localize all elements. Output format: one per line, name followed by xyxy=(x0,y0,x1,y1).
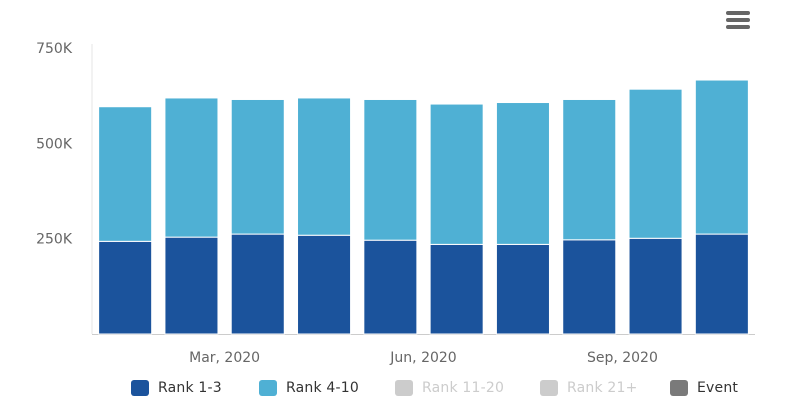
legend-swatch xyxy=(259,380,277,396)
bar-rank-1-3 xyxy=(694,233,749,335)
x-tick-label: Mar, 2020 xyxy=(189,350,260,366)
legend-label: Rank 11-20 xyxy=(422,380,505,396)
legend-swatch xyxy=(670,380,688,396)
bar-rank-4-10 xyxy=(98,106,153,242)
bar-rank-1-3 xyxy=(562,239,617,335)
bar-rank-4-10 xyxy=(230,98,285,235)
bar-rank-4-10 xyxy=(297,97,352,236)
legend-swatch xyxy=(131,380,149,396)
hamburger-menu-icon[interactable] xyxy=(724,8,754,34)
bar-rank-1-3 xyxy=(98,240,153,335)
legend-item[interactable]: Event xyxy=(670,378,738,398)
bar-rank-1-3 xyxy=(495,243,550,335)
bar-rank-4-10 xyxy=(429,103,484,245)
legend-item[interactable]: Rank 1-3 xyxy=(131,378,222,398)
legend: Rank 1-3 Rank 4-10 Rank 11-20 Rank 21+ Event xyxy=(0,376,795,402)
bar-rank-4-10 xyxy=(363,98,418,241)
y-tick-label: 250K xyxy=(36,232,73,248)
legend-label: Rank 4-10 xyxy=(286,380,360,396)
legend-swatch xyxy=(540,380,558,396)
bar-rank-1-3 xyxy=(164,236,219,335)
bar-rank-4-10 xyxy=(164,97,219,238)
bar-rank-1-3 xyxy=(628,237,683,335)
legend-label: Event xyxy=(697,380,739,396)
bar-rank-1-3 xyxy=(297,234,352,335)
x-tick-label: Sep, 2020 xyxy=(587,350,658,366)
legend-label: Rank 1-3 xyxy=(158,380,222,396)
legend-swatch xyxy=(395,380,413,396)
legend-item[interactable]: Rank 21+ xyxy=(540,378,638,398)
bar-rank-4-10 xyxy=(628,88,683,239)
bar-rank-1-3 xyxy=(363,239,418,335)
y-tick-label: 750K xyxy=(36,41,73,57)
bar-rank-1-3 xyxy=(230,233,285,335)
x-tick-label: Jun, 2020 xyxy=(389,350,456,366)
legend-item[interactable]: Rank 11-20 xyxy=(395,378,504,398)
legend-label: Rank 21+ xyxy=(567,380,638,396)
legend-item[interactable]: Rank 4-10 xyxy=(259,378,359,398)
y-tick-label: 500K xyxy=(36,136,73,152)
bar-rank-1-3 xyxy=(429,243,484,335)
bar-rank-4-10 xyxy=(694,79,749,235)
bar-rank-4-10 xyxy=(562,98,617,241)
bar-rank-4-10 xyxy=(495,102,550,245)
